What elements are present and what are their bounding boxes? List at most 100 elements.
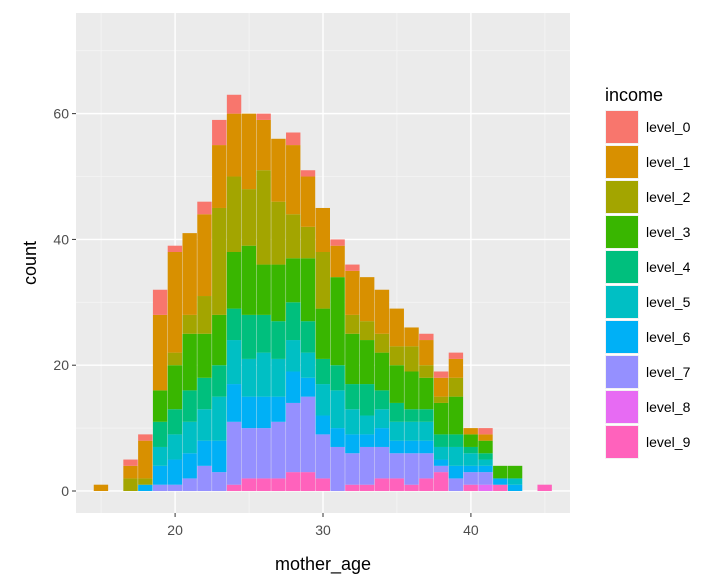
bar-segment-level_7-age-23	[212, 472, 227, 491]
bar-segment-level_7-age-24	[226, 421, 242, 485]
bar-segment-level_4-age-23	[212, 365, 227, 397]
bar-segment-level_1-age-19	[152, 314, 168, 391]
bar-segment-level_9-age-37	[419, 478, 434, 491]
legend-key-level_4	[606, 251, 638, 283]
bar-segment-level_5-age-43	[507, 478, 523, 485]
bar-segment-level_1-age-38	[433, 377, 449, 397]
bar-segment-level_2-age-20	[167, 352, 183, 366]
y-tick-label: 0	[61, 483, 69, 499]
bar-segment-level_7-age-32	[345, 453, 360, 485]
x-axis: 20 30 40	[167, 513, 479, 538]
bar-segment-level_5-age-27	[271, 358, 286, 397]
bar-segment-level_5-age-29	[300, 352, 316, 378]
bar-segment-level_5-age-32	[345, 409, 360, 435]
bar-segment-level_0-age-20	[167, 245, 183, 252]
bar-segment-level_5-age-41	[478, 459, 493, 466]
bar-segment-level_0-age-24	[226, 94, 242, 114]
bar-segment-level_2-age-38	[433, 396, 449, 403]
bar-segment-level_7-age-35	[389, 453, 404, 479]
bar-segment-level_0-age-37	[419, 333, 434, 341]
bar-segment-level_5-age-21	[182, 421, 197, 454]
legend-key-level_9	[606, 426, 638, 458]
bar-segment-level_2-age-32	[345, 314, 360, 334]
bar-segment-level_9-age-42	[493, 484, 508, 491]
bar-segment-level_9-age-24	[226, 484, 242, 491]
bar-segment-level_9-age-26	[256, 478, 271, 491]
bar-segment-level_6-age-19	[152, 465, 168, 485]
bar-segment-level_4-age-35	[389, 402, 404, 422]
bar-segment-level_6-age-37	[419, 440, 434, 454]
bar-segment-level_3-age-39	[448, 396, 464, 435]
bar-segment-level_6-age-27	[271, 396, 286, 422]
bar-segment-level_3-age-41	[478, 440, 493, 454]
bar-segment-level_0-age-29	[300, 170, 316, 177]
x-tick-label: 30	[315, 522, 331, 538]
bar-segment-level_1-age-18	[138, 440, 153, 479]
bar-segment-level_1-age-39	[448, 358, 464, 378]
bar-segment-level_5-age-23	[212, 396, 227, 441]
bar-segment-level_2-age-21	[182, 314, 197, 334]
bar-segment-level_3-age-34	[374, 352, 390, 391]
bar-segment-level_2-age-24	[226, 176, 242, 252]
bar-segment-level_6-age-31	[330, 428, 345, 447]
legend-label-level_1: level_1	[646, 154, 691, 170]
bar-segment-level_6-age-28	[286, 371, 301, 403]
bar-segment-level_0-age-38	[433, 371, 449, 378]
bar-segment-level_4-age-34	[374, 390, 390, 410]
bar-segment-level_7-age-38	[433, 465, 449, 473]
bar-segment-level_3-age-37	[419, 377, 434, 410]
bar-segment-level_9-age-38	[433, 472, 449, 491]
bar-segment-level_9-age-30	[315, 478, 330, 491]
bar-segment-level_0-age-32	[345, 264, 360, 271]
bar-segment-level_7-age-20	[167, 484, 183, 491]
bar-segment-level_0-age-26	[256, 113, 271, 120]
bar-segment-level_1-age-29	[300, 176, 316, 227]
bar-segment-level_3-age-31	[330, 277, 345, 366]
bar-segment-level_7-age-37	[419, 453, 434, 479]
bar-segment-level_6-age-42	[493, 478, 508, 485]
bar-segment-level_2-age-35	[389, 346, 404, 366]
bar-segment-level_3-age-33	[359, 340, 375, 385]
bar-segment-level_1-age-31	[330, 245, 345, 278]
bar-segment-level_4-age-21	[182, 390, 197, 422]
bar-segment-level_7-age-31	[330, 446, 345, 491]
bar-segment-level_1-age-24	[226, 113, 242, 177]
bar-segment-level_9-age-27	[271, 478, 286, 491]
bar-segment-level_6-age-40	[463, 465, 478, 473]
bar-segment-level_6-age-33	[359, 434, 375, 447]
bar-segment-level_6-age-39	[448, 465, 464, 479]
bar-segment-level_1-age-30	[315, 207, 330, 252]
bar-segment-level_3-age-26	[256, 264, 271, 315]
bar-segment-level_6-age-34	[374, 428, 390, 447]
bar-segment-level_1-age-34	[374, 289, 390, 334]
legend-title: income	[605, 85, 663, 105]
bar-segment-level_4-age-40	[463, 446, 478, 454]
y-axis: 0 20 40 60	[53, 106, 76, 499]
bar-segment-level_7-age-21	[182, 478, 197, 491]
x-tick-label: 20	[167, 522, 183, 538]
bar-segment-level_5-age-24	[226, 340, 242, 385]
bars	[93, 94, 552, 491]
bar-segment-level_5-age-22	[197, 409, 212, 441]
bar-segment-level_2-age-23	[212, 207, 227, 315]
bar-segment-level_1-age-37	[419, 340, 434, 366]
bar-segment-level_5-age-40	[463, 453, 478, 466]
bar-segment-level_5-age-26	[256, 352, 271, 397]
bar-segment-level_1-age-23	[212, 145, 227, 208]
bar-segment-level_5-age-36	[404, 421, 419, 441]
bar-segment-level_7-age-19	[152, 484, 168, 491]
bar-segment-level_9-age-40	[463, 484, 478, 491]
bar-segment-level_9-age-25	[241, 478, 257, 491]
legend-label-level_9: level_9	[646, 434, 691, 450]
legend-key-level_2	[606, 181, 638, 213]
bar-segment-level_0-age-17	[123, 459, 138, 466]
bar-segment-level_1-age-25	[241, 113, 257, 190]
bar-segment-level_6-age-35	[389, 440, 404, 454]
bar-segment-level_4-age-38	[433, 434, 449, 447]
bar-segment-level_1-age-21	[182, 233, 197, 315]
bar-segment-level_6-age-38	[433, 459, 449, 466]
legend-label-level_4: level_4	[646, 259, 691, 275]
legend-key-level_7	[606, 356, 638, 388]
legend-key-level_8	[606, 391, 638, 423]
bar-segment-level_2-age-22	[197, 296, 212, 334]
